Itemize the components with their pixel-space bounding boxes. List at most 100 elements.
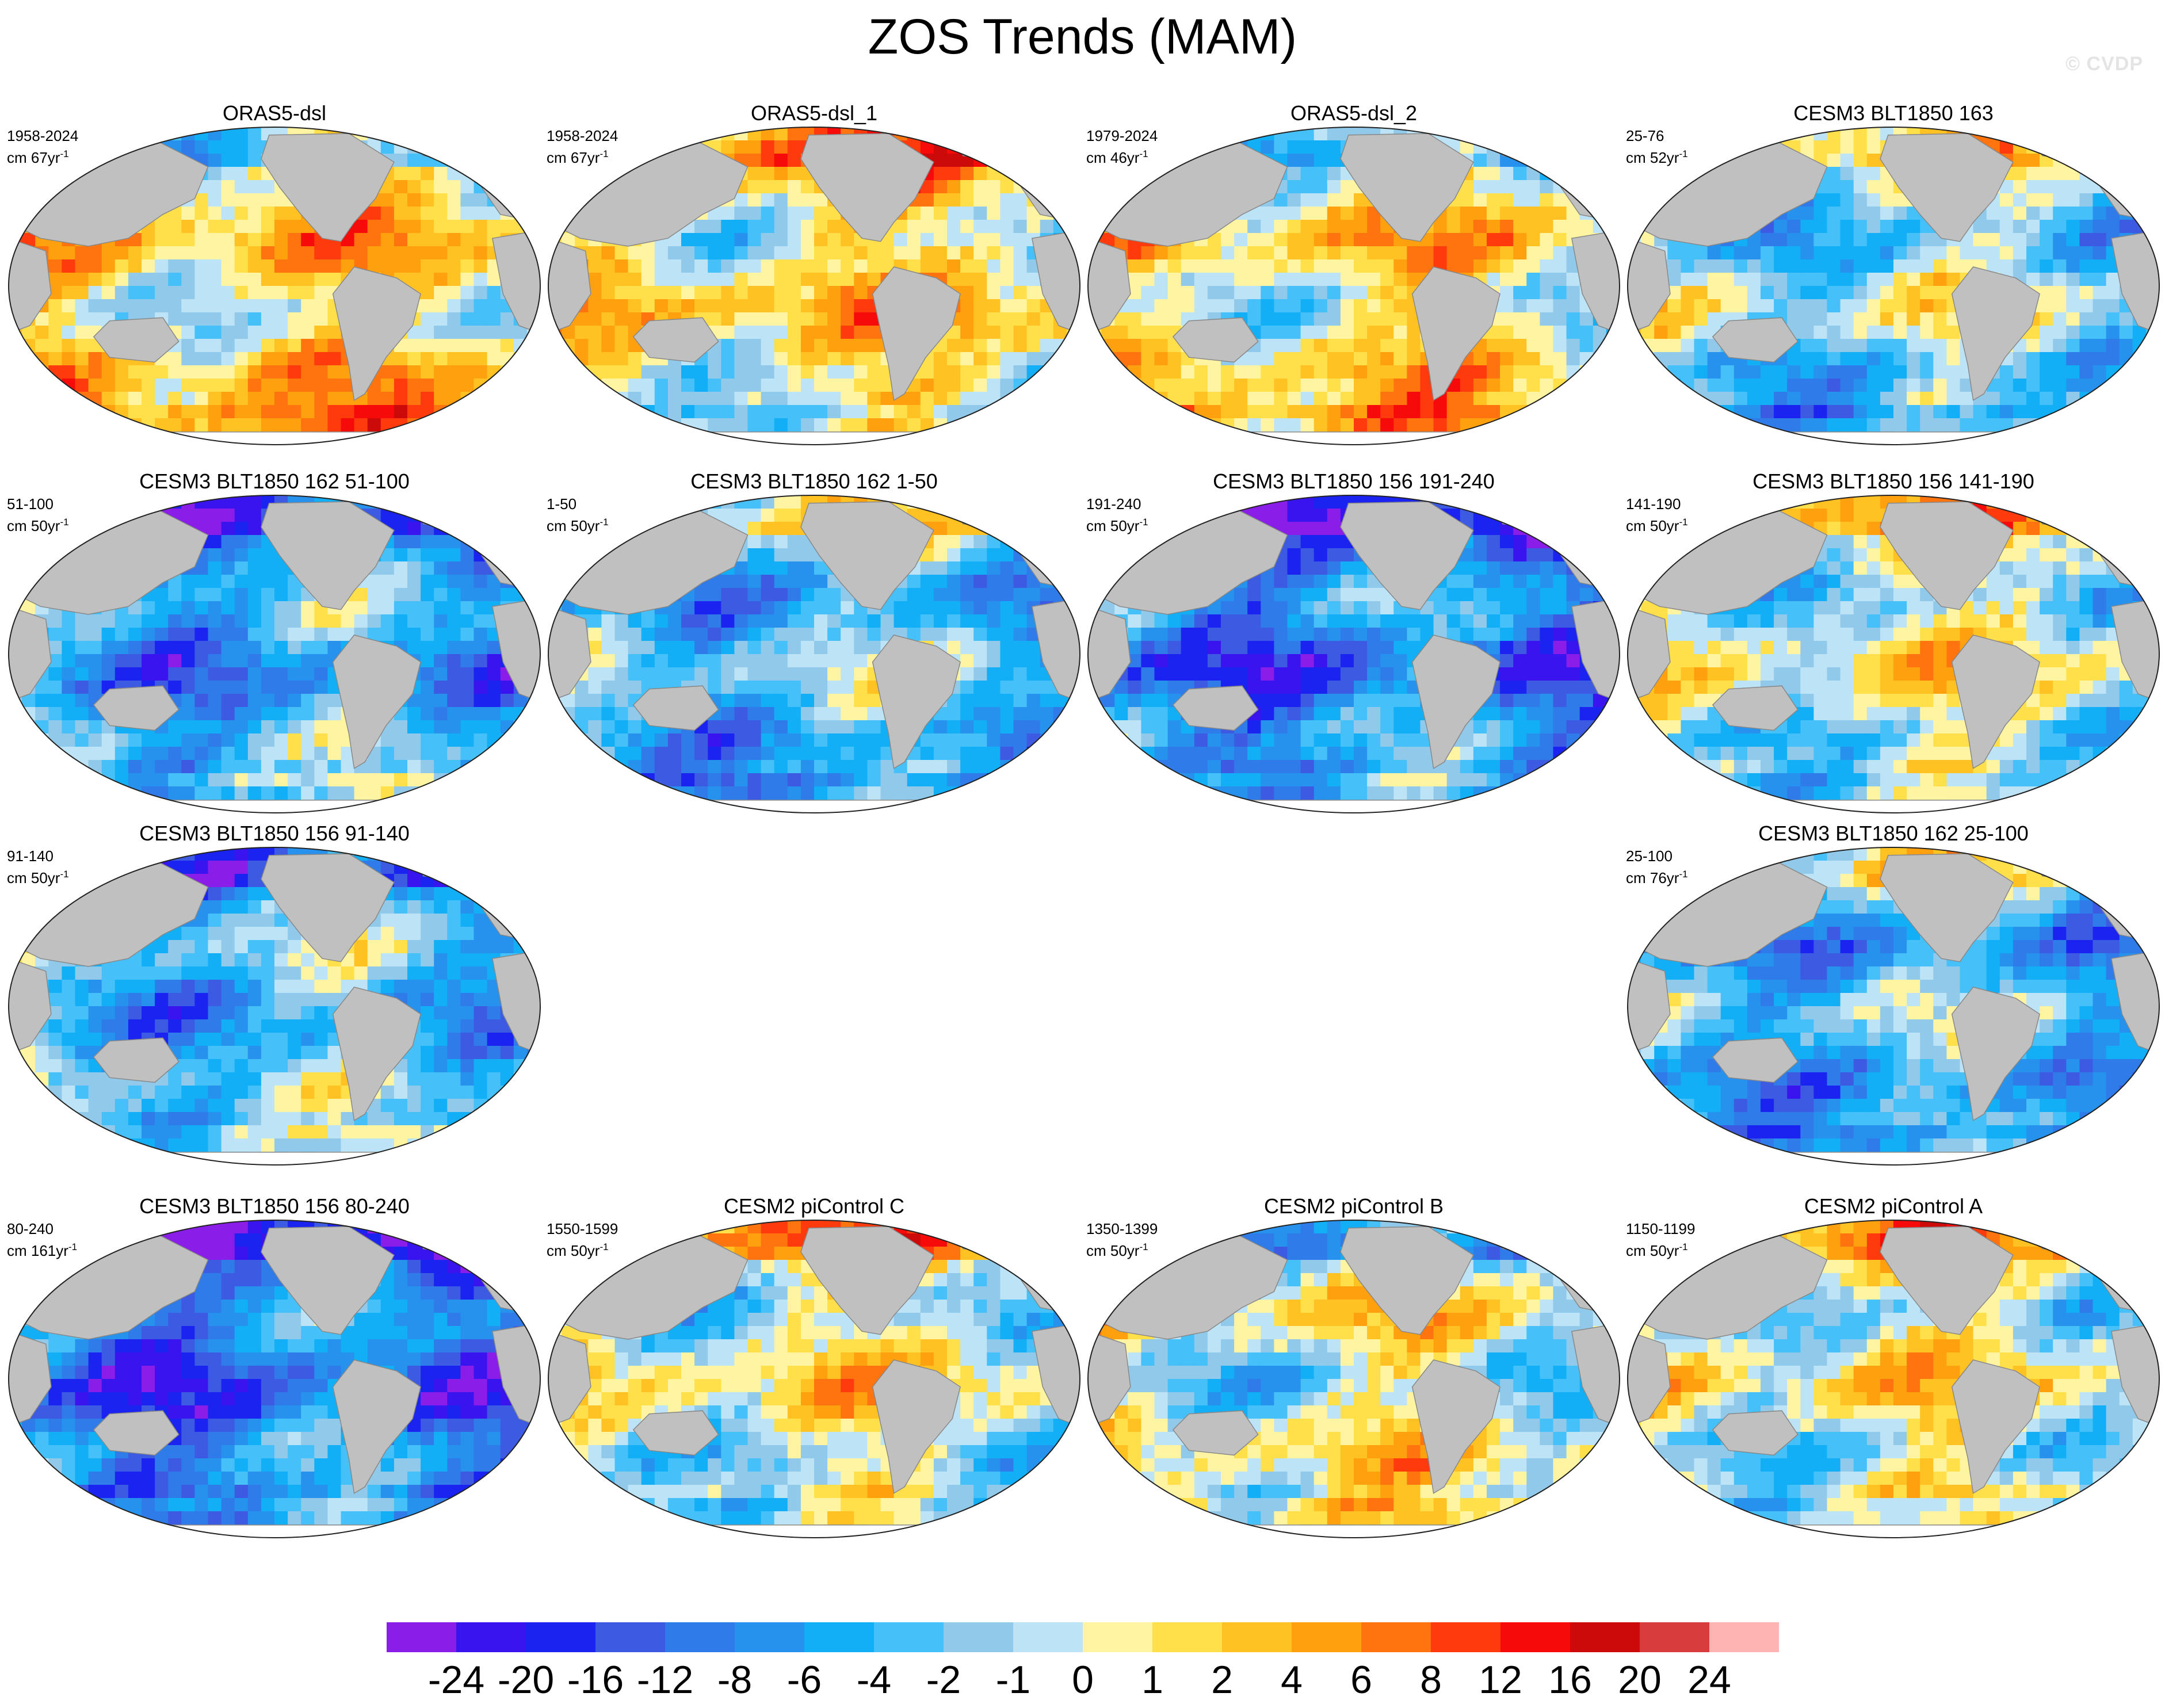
map [548,495,1080,813]
colorbar-swatch [874,1622,944,1652]
colorbar-swatch [1431,1622,1500,1652]
colorbar-swatch [1083,1622,1152,1652]
colorbar-swatch [1222,1622,1292,1652]
panel-years: 25-100 [1626,847,1673,865]
panel-title: CESM2 piControl A [1804,1194,1983,1218]
panel-title: ORAS5-dsl [222,101,327,125]
panel-years: 1958-2024 [547,127,618,144]
panel-title: CESM3 BLT1850 162 25-100 [1758,821,2029,845]
panel-units: cm 46yr-1 [1086,148,1148,166]
panel-units: cm 67yr-1 [547,148,609,166]
map-panel: CESM3 BLT1850 162 25-100 25-100 cm 76yr-1 [1624,821,2163,1166]
map-panel: CESM3 BLT1850 156 91-140 91-140 cm 50yr-1 [5,821,544,1166]
map [1627,1220,2160,1538]
panel-years: 1958-2024 [7,127,79,144]
panel-title: ORAS5-dsl_2 [1290,101,1418,125]
colorbar [387,1622,1779,1652]
colorbar-label: -12 [636,1658,694,1702]
map-panel: CESM3 BLT1850 163 25-76 cm 52yr-1 [1624,101,2163,446]
map [1087,127,1620,445]
colorbar-label: -20 [497,1658,555,1702]
panel-units: cm 50yr-1 [1086,517,1148,534]
map [548,127,1080,445]
colorbar-swatch [944,1622,1013,1652]
map-panel: CESM2 piControl A 1150-1199 cm 50yr-1 [1624,1194,2163,1539]
panel-units: cm 161yr-1 [7,1241,78,1259]
panel-units: cm 50yr-1 [1086,1241,1148,1259]
colorbar-labels: -24 -20 -16 -12 -8 -6 -4 -2 -1 0 1 2 4 6 8 12 16 20 24 [0,1657,2165,1703]
colorbar-swatch [387,1622,456,1652]
colorbar-label: -8 [717,1658,753,1702]
map-panel: CESM3 BLT1850 162 51-100 51-100 cm 50yr-1 [5,469,544,814]
colorbar-swatch [1292,1622,1361,1652]
map-panel: CESM3 BLT1850 156 191-240 191-240 cm 50yr-… [1084,469,1624,814]
panel-title: ORAS5-dsl_1 [750,101,878,125]
panel-years: 51-100 [7,495,54,513]
colorbar-swatch [1152,1622,1222,1652]
colorbar-label: -4 [856,1658,892,1702]
colorbar-label: 2 [1211,1658,1233,1702]
colorbar-swatch [1640,1622,1709,1652]
map-panel: ORAS5-dsl_1 1958-2024 cm 67yr-1 [544,101,1084,446]
map [548,1220,1080,1538]
map-panel: CESM3 BLT1850 156 80-240 80-240 cm 161yr-1 [5,1194,544,1539]
colorbar-label: -1 [995,1658,1031,1702]
panel-years: 1-50 [547,495,577,513]
panel-units: cm 50yr-1 [547,517,609,534]
panel-years: 80-240 [7,1220,54,1237]
colorbar-swatch [1500,1622,1570,1652]
colorbar-swatch [1570,1622,1640,1652]
map [8,1220,541,1538]
panel-years: 25-76 [1626,127,1664,144]
colorbar-label: 8 [1420,1658,1442,1702]
map-panel: ORAS5-dsl 1958-2024 cm 67yr-1 [5,101,544,446]
colorbar-label: -16 [567,1658,624,1702]
colorbar-label: 20 [1618,1658,1662,1702]
colorbar-swatch [456,1622,526,1652]
colorbar-swatch [804,1622,874,1652]
panel-title: CESM3 BLT1850 162 51-100 [139,469,410,493]
panel-years: 91-140 [7,847,54,865]
panel-years: 1350-1399 [1086,1220,1158,1237]
chart-title: ZOS Trends (MAM) [868,9,1297,64]
map [1627,847,2160,1166]
map [8,495,541,813]
panel-units: cm 50yr-1 [1626,1241,1688,1259]
map [1627,127,2160,445]
watermark: © CVDP [2065,53,2143,75]
colorbar-label: 24 [1687,1658,1731,1702]
colorbar-swatch [1013,1622,1083,1652]
colorbar-swatch [1709,1622,1779,1652]
map-panel: CESM2 piControl B 1350-1399 cm 50yr-1 [1084,1194,1624,1539]
map [8,847,541,1166]
colorbar-label: 16 [1548,1658,1592,1702]
panel-units: cm 67yr-1 [7,148,69,166]
map-panel: CESM3 BLT1850 162 1-50 1-50 cm 50yr-1 [544,469,1084,814]
map-panel: CESM2 piControl C 1550-1599 cm 50yr-1 [544,1194,1084,1539]
colorbar-label: -2 [926,1658,961,1702]
panel-units: cm 52yr-1 [1626,148,1688,166]
panel-units: cm 50yr-1 [547,1241,609,1259]
panel-title: CESM2 piControl C [723,1194,905,1218]
panel-years: 141-190 [1626,495,1681,513]
panel-units: cm 76yr-1 [1626,869,1688,887]
panel-title: CESM3 BLT1850 162 1-50 [690,469,938,493]
panel-years: 1150-1199 [1626,1220,1696,1237]
panel-years: 1979-2024 [1086,127,1158,144]
colorbar-label: -6 [786,1658,822,1702]
panel-units: cm 50yr-1 [7,517,69,534]
panel-title: CESM2 piControl B [1263,1194,1444,1218]
colorbar-label: -24 [427,1658,485,1702]
map [1627,495,2160,813]
colorbar-label: 4 [1281,1658,1303,1702]
colorbar-label: 0 [1072,1658,1094,1702]
panel-title: CESM3 BLT1850 156 91-140 [139,821,410,845]
colorbar-swatch [735,1622,804,1652]
panel-years: 1550-1599 [547,1220,618,1237]
colorbar-label: 12 [1479,1658,1522,1702]
colorbar-swatch [665,1622,735,1652]
panel-title: CESM3 BLT1850 156 80-240 [139,1194,410,1218]
colorbar-label: 6 [1350,1658,1372,1702]
colorbar-swatch [526,1622,595,1652]
colorbar-label: 1 [1141,1658,1163,1702]
